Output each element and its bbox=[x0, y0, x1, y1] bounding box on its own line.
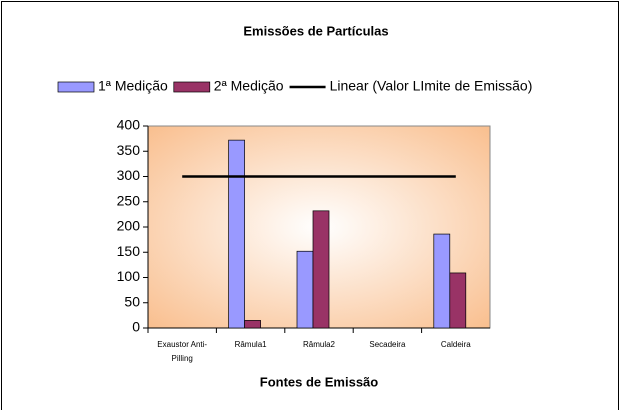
y-tick-label: 150 bbox=[117, 243, 141, 259]
bar bbox=[296, 250, 314, 329]
y-tick-label: 300 bbox=[117, 167, 141, 183]
bar bbox=[433, 233, 451, 329]
legend-label: Linear (Valor LImite de Emissão) bbox=[330, 78, 533, 94]
bar bbox=[449, 272, 467, 329]
x-tick-label: Râmula2 bbox=[303, 340, 336, 349]
y-tick-label: 250 bbox=[117, 192, 141, 208]
legend-label: 2ª Medição bbox=[214, 78, 284, 94]
chart-title: Emissões de Partículas bbox=[243, 23, 388, 38]
x-tick-label: Secadeira bbox=[369, 340, 406, 349]
legend-swatch bbox=[57, 81, 95, 93]
y-tick-label: 100 bbox=[117, 268, 141, 284]
x-tick-label: Râmula1 bbox=[235, 340, 268, 349]
bar bbox=[228, 139, 245, 329]
y-tick-label: 200 bbox=[117, 218, 141, 234]
y-tick-label: 350 bbox=[117, 142, 141, 158]
bar bbox=[244, 320, 261, 329]
x-axis-title: Fontes de Emissão bbox=[260, 374, 379, 389]
x-tick-label: Exaustor Anti-Pilling bbox=[157, 340, 207, 363]
bar bbox=[312, 210, 330, 329]
y-tick-label: 50 bbox=[124, 293, 140, 309]
legend-label: 1ª Medição bbox=[98, 78, 168, 94]
x-tick-label: Caldeira bbox=[441, 340, 471, 349]
y-tick-label: 400 bbox=[117, 117, 141, 133]
legend-swatch bbox=[173, 81, 211, 93]
y-tick-label: 0 bbox=[132, 319, 140, 335]
